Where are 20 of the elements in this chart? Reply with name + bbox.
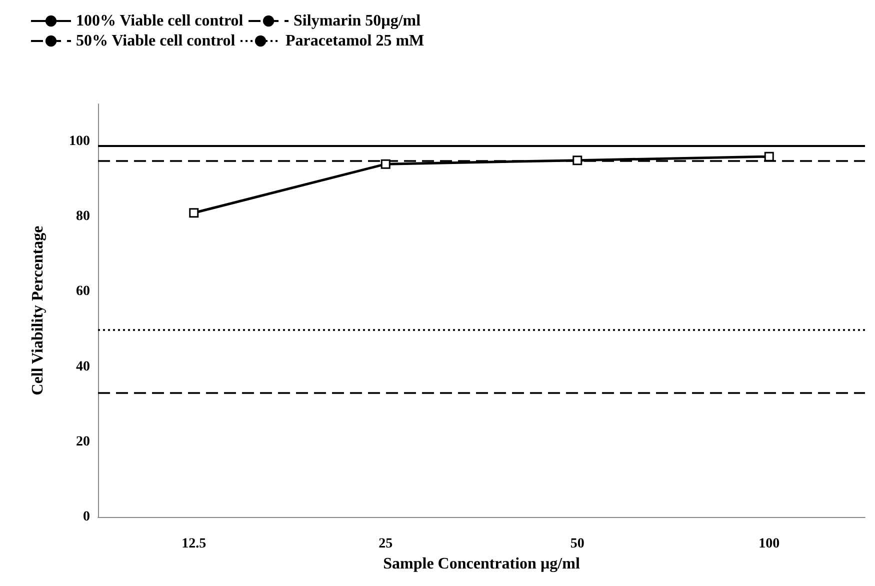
x-tick-label: 50	[570, 536, 584, 552]
legend-label: Silymarin 50µg/ml	[294, 12, 422, 30]
legend-label: Paracetamol 25 mM	[286, 32, 424, 50]
y-tick-label: 40	[76, 359, 90, 374]
x-tick-label: 12.5	[182, 536, 206, 552]
point	[764, 152, 774, 162]
x-axis-title: Sample Concentration µg/ml	[383, 555, 580, 572]
point	[380, 159, 390, 169]
point	[572, 156, 582, 166]
legend-label: 100% Viable cell control	[76, 12, 244, 30]
y-tick-label: 0	[83, 510, 90, 524]
x-tick-label: 25	[378, 536, 393, 552]
legend-label: 50% Viable cell control	[76, 32, 236, 50]
y-axis-title: Cell Viability Percentage	[30, 226, 46, 396]
y-tick-label: 80	[76, 209, 90, 224]
point	[189, 208, 199, 218]
y-tick-label: 100	[69, 134, 90, 150]
x-tick-label: 100	[758, 536, 780, 552]
y-tick-label: 20	[76, 434, 90, 450]
y-tick-label: 60	[76, 284, 90, 300]
